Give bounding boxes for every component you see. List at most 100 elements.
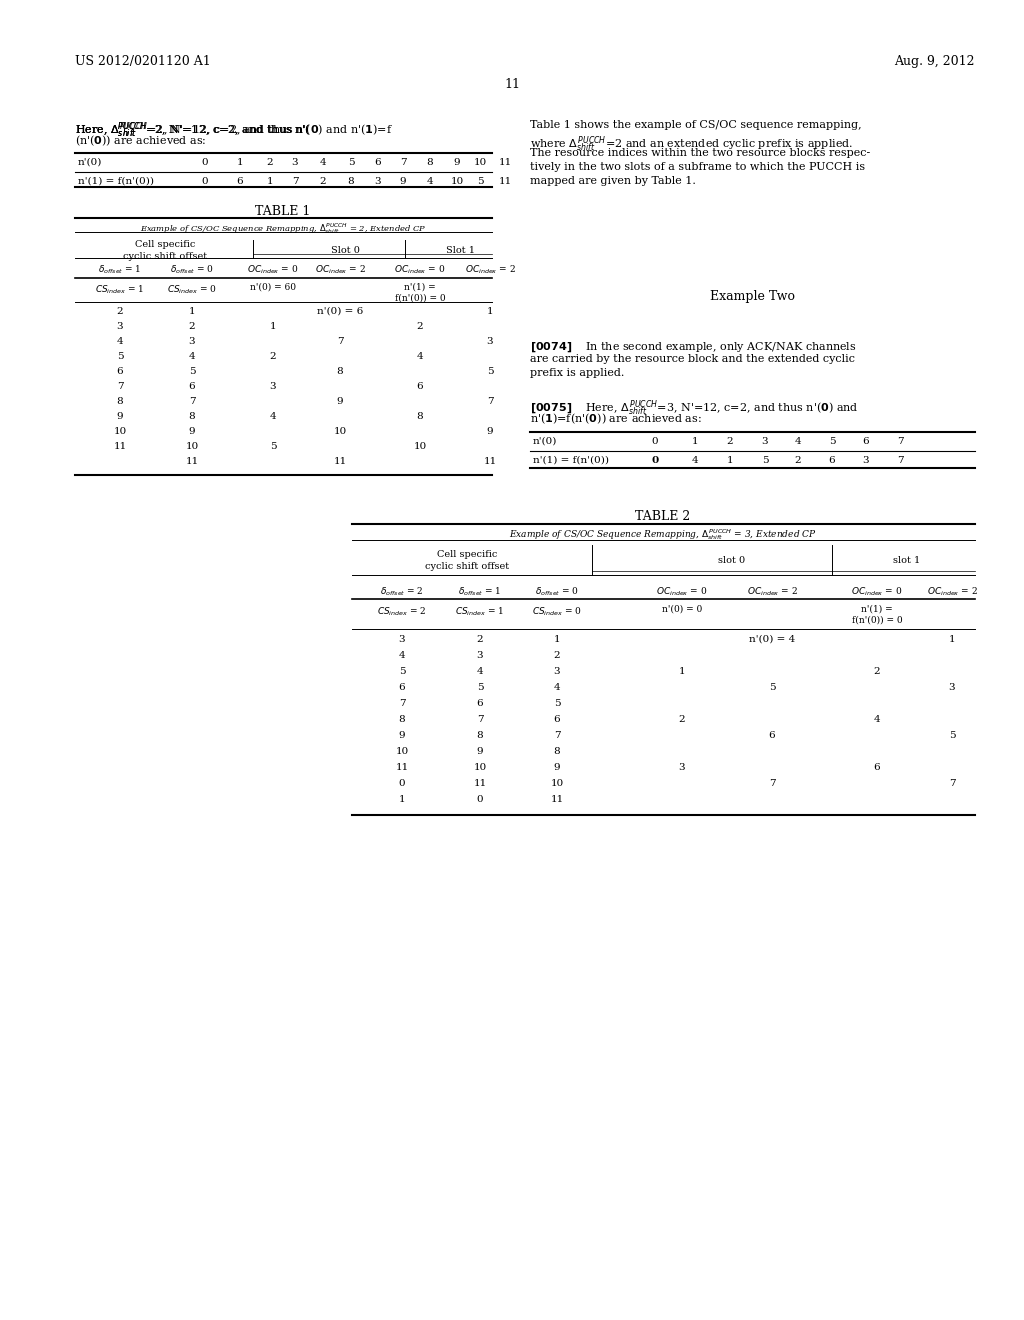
Text: 1: 1	[679, 667, 685, 676]
Text: 8: 8	[398, 715, 406, 723]
Text: $\mathbf{[0075]}$    Here, $\Delta_{shift}^{\,PUCCH}$=3, N'=12, c=2, and thus n': $\mathbf{[0075]}$ Here, $\Delta_{shift}^…	[530, 399, 859, 417]
Text: 5: 5	[828, 437, 836, 446]
Text: 9: 9	[399, 177, 407, 186]
Text: 1: 1	[188, 308, 196, 315]
Text: 3: 3	[762, 437, 768, 446]
Text: 4: 4	[398, 651, 406, 660]
Text: Here, $\Delta_{shift}^{\,PUCCH}$=2, N'=12, c=2, and thus n'($\mathbf{0}$) and n': Here, $\Delta_{shift}^{\,PUCCH}$=2, N'=1…	[75, 120, 393, 140]
Text: Cell specific: Cell specific	[437, 550, 498, 558]
Text: 1: 1	[266, 177, 273, 186]
Text: 5: 5	[398, 667, 406, 676]
Text: 7: 7	[188, 397, 196, 407]
Text: 4: 4	[188, 352, 196, 360]
Text: 9: 9	[398, 731, 406, 741]
Text: 2: 2	[554, 651, 560, 660]
Text: 4: 4	[269, 412, 276, 421]
Text: 3: 3	[862, 455, 869, 465]
Text: 6: 6	[477, 700, 483, 708]
Text: $CS_{index}$ = 1: $CS_{index}$ = 1	[456, 605, 505, 618]
Text: 5: 5	[486, 367, 494, 376]
Text: 0: 0	[202, 177, 208, 186]
Text: 9: 9	[477, 747, 483, 756]
Text: slot 0: slot 0	[719, 556, 745, 565]
Text: TABLE 2: TABLE 2	[635, 510, 690, 523]
Text: slot 1: slot 1	[893, 556, 921, 565]
Text: 3: 3	[554, 667, 560, 676]
Text: 8: 8	[427, 158, 433, 168]
Text: 6: 6	[769, 731, 775, 741]
Text: 11: 11	[185, 457, 199, 466]
Text: 3: 3	[269, 381, 276, 391]
Text: 11: 11	[483, 457, 497, 466]
Text: $CS_{index}$ = 0: $CS_{index}$ = 0	[532, 605, 582, 618]
Text: f(n'(0)) = 0: f(n'(0)) = 0	[852, 616, 902, 624]
Text: 6: 6	[554, 715, 560, 723]
Text: 2: 2	[873, 667, 881, 676]
Text: 0: 0	[202, 158, 208, 168]
Text: 7: 7	[398, 700, 406, 708]
Text: 2: 2	[417, 322, 423, 331]
Text: 6: 6	[828, 455, 836, 465]
Text: $\delta_{offset}$ = 1: $\delta_{offset}$ = 1	[98, 264, 141, 276]
Text: mapped are given by Table 1.: mapped are given by Table 1.	[530, 176, 696, 186]
Text: 4: 4	[417, 352, 423, 360]
Text: 7: 7	[117, 381, 123, 391]
Text: 8: 8	[477, 731, 483, 741]
Text: 3: 3	[117, 322, 123, 331]
Text: 6: 6	[188, 381, 196, 391]
Text: 1: 1	[237, 158, 244, 168]
Text: 10: 10	[114, 426, 127, 436]
Text: $OC_{index}$ = 0: $OC_{index}$ = 0	[656, 585, 708, 598]
Text: 11: 11	[499, 177, 512, 186]
Text: 2: 2	[679, 715, 685, 723]
Text: 4: 4	[477, 667, 483, 676]
Text: 4: 4	[691, 455, 698, 465]
Text: $\mathbf{[0074]}$    In the second example, only ACK/NAK channels: $\mathbf{[0074]}$ In the second example,…	[530, 341, 857, 354]
Text: $OC_{index}$ = 2: $OC_{index}$ = 2	[314, 264, 366, 276]
Text: 2: 2	[319, 177, 327, 186]
Text: $OC_{index}$ = 2: $OC_{index}$ = 2	[927, 585, 978, 598]
Text: 5: 5	[948, 731, 955, 741]
Text: 0: 0	[651, 437, 658, 446]
Text: TABLE 1: TABLE 1	[255, 205, 310, 218]
Text: $\delta_{offset}$ = 2: $\delta_{offset}$ = 2	[380, 585, 424, 598]
Text: n'(0): n'(0)	[534, 437, 557, 446]
Text: cyclic shift offset: cyclic shift offset	[425, 562, 509, 572]
Text: 2: 2	[727, 437, 733, 446]
Text: 7: 7	[897, 455, 903, 465]
Text: $OC_{index}$ = 0: $OC_{index}$ = 0	[851, 585, 903, 598]
Text: 4: 4	[795, 437, 802, 446]
Text: 6: 6	[237, 177, 244, 186]
Text: 9: 9	[117, 412, 123, 421]
Text: cyclic shift offset: cyclic shift offset	[123, 252, 207, 261]
Text: $CS_{index}$ = 0: $CS_{index}$ = 0	[167, 282, 217, 296]
Text: 3: 3	[948, 682, 955, 692]
Text: 8: 8	[337, 367, 343, 376]
Text: n'($\mathbf{1}$)=f(n'($\mathbf{0}$)) are achieved as:: n'($\mathbf{1}$)=f(n'($\mathbf{0}$)) are…	[530, 412, 701, 426]
Text: Slot 0: Slot 0	[331, 246, 359, 255]
Text: 11: 11	[395, 763, 409, 772]
Text: n'(0) = 6: n'(0) = 6	[316, 308, 364, 315]
Text: n'(1) =: n'(1) =	[404, 282, 436, 292]
Text: 5: 5	[117, 352, 123, 360]
Text: Aug. 9, 2012: Aug. 9, 2012	[895, 55, 975, 69]
Text: $CS_{index}$ = 1: $CS_{index}$ = 1	[95, 282, 144, 296]
Text: 5: 5	[348, 158, 354, 168]
Text: 9: 9	[486, 426, 494, 436]
Text: n'(0) = 4: n'(0) = 4	[749, 635, 795, 644]
Text: $\delta_{offset}$ = 1: $\delta_{offset}$ = 1	[459, 585, 502, 598]
Text: 7: 7	[477, 715, 483, 723]
Text: 5: 5	[762, 455, 768, 465]
Text: 3: 3	[679, 763, 685, 772]
Text: Here, $\Delta_{shift}^{PUCCH}$=2, N'=12, c=2, and thus n'(: Here, $\Delta_{shift}^{PUCCH}$=2, N'=12,…	[75, 120, 310, 140]
Text: 9: 9	[188, 426, 196, 436]
Text: 7: 7	[554, 731, 560, 741]
Text: Table 1 shows the example of CS/OC sequence remapping,: Table 1 shows the example of CS/OC seque…	[530, 120, 861, 129]
Text: 2: 2	[795, 455, 802, 465]
Text: 1: 1	[948, 635, 955, 644]
Text: prefix is applied.: prefix is applied.	[530, 368, 625, 378]
Text: n'(1) = f(n'(0)): n'(1) = f(n'(0))	[534, 455, 609, 465]
Text: US 2012/0201120 A1: US 2012/0201120 A1	[75, 55, 211, 69]
Text: 5: 5	[269, 442, 276, 451]
Text: 8: 8	[348, 177, 354, 186]
